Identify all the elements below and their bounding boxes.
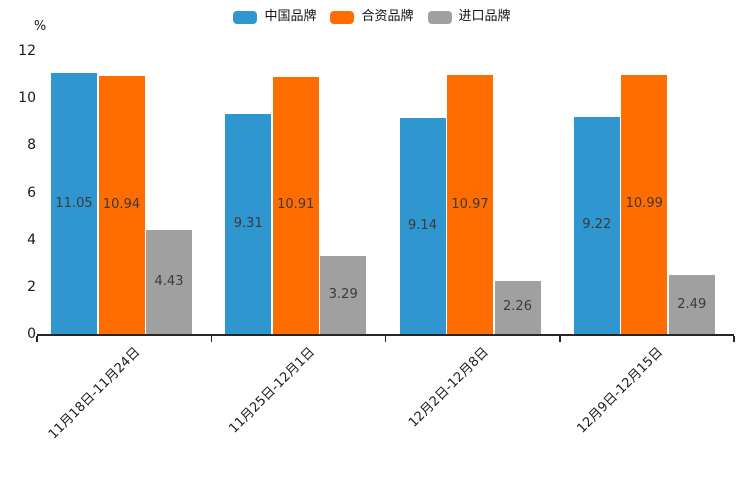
bar-value-label: 9.22: [582, 217, 612, 233]
bar-value-label: 10.97: [451, 196, 489, 212]
bar: [399, 118, 446, 334]
bar: [621, 74, 668, 334]
bar-value-label: 4.43: [154, 273, 184, 289]
bar: [51, 73, 97, 334]
y-axis-unit-label: %: [33, 19, 47, 34]
legend-item-series-3[interactable]: 进口品牌: [427, 8, 511, 26]
legend-item-series-2[interactable]: 合资品牌: [330, 8, 414, 26]
y-axis-tick-label: 4: [27, 231, 36, 248]
bar-value-label: 2.26: [503, 299, 532, 315]
x-axis-tick: [733, 336, 735, 342]
bar: [447, 75, 493, 334]
legend-label: 中国品牌: [264, 9, 317, 24]
y-axis-tick-label: 10: [18, 90, 36, 107]
x-axis-tick: [384, 336, 387, 342]
legend-swatch: [330, 10, 355, 24]
bar: [668, 275, 715, 334]
bar: [225, 114, 272, 334]
x-axis-tick: [36, 336, 38, 342]
legend-swatch: [427, 10, 452, 24]
y-axis-tick-label: 6: [27, 184, 36, 201]
y-axis-tick-label: 0: [27, 326, 36, 342]
bar-value-label: 10.99: [625, 196, 663, 212]
bar: [494, 280, 541, 334]
x-axis-line: [37, 334, 734, 336]
bar-value-label: 11.05: [55, 195, 93, 211]
y-axis-tick-label: 12: [18, 43, 36, 59]
bar: [146, 229, 192, 334]
bar-value-label: 9.14: [408, 218, 437, 234]
bar-value-label: 3.29: [328, 287, 358, 303]
bar: [98, 75, 145, 334]
legend-swatch: [233, 10, 258, 24]
bar: [573, 116, 620, 334]
x-axis-tick: [210, 336, 212, 342]
bar-value-label: 10.94: [102, 196, 141, 212]
bar-value-label: 9.31: [233, 216, 263, 232]
bar-value-label: 10.91: [277, 197, 315, 213]
legend: 中国品牌 合资品牌 进口品牌: [0, 8, 744, 26]
bar-value-label: 2.49: [677, 296, 707, 312]
y-axis-tick-label: 8: [27, 137, 36, 154]
legend-label: 进口品牌: [458, 9, 511, 24]
x-axis-tick: [559, 336, 561, 342]
legend-item-series-1[interactable]: 中国品牌: [233, 8, 316, 26]
y-axis-tick-label: 2: [27, 278, 36, 295]
bar: [272, 76, 319, 334]
bar: [320, 256, 367, 334]
legend-label: 合资品牌: [361, 9, 414, 24]
